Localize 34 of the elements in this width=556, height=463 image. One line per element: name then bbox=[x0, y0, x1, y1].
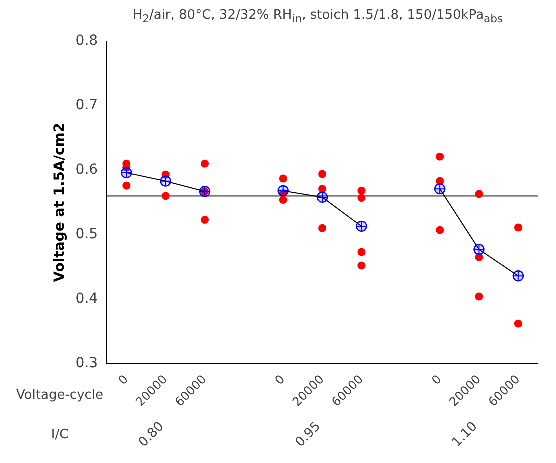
point bbox=[475, 292, 484, 301]
y-tick-label: 0.5 bbox=[76, 226, 98, 242]
y-tick-label: 0.3 bbox=[76, 355, 98, 372]
point bbox=[436, 226, 444, 234]
point bbox=[475, 253, 484, 262]
point bbox=[436, 177, 444, 186]
x-tick-label: 0 bbox=[116, 372, 131, 388]
y-tick-label: 0.7 bbox=[76, 98, 98, 114]
point bbox=[201, 160, 210, 168]
point bbox=[514, 224, 522, 232]
text: Voltage-cycle bbox=[16, 388, 104, 404]
point bbox=[318, 185, 327, 194]
point bbox=[436, 152, 444, 161]
point bbox=[358, 262, 366, 270]
y-tick-label: 0.4 bbox=[76, 290, 98, 307]
point bbox=[201, 216, 210, 224]
point bbox=[358, 187, 366, 196]
point bbox=[162, 192, 170, 200]
y-tick-label: 0.6 bbox=[76, 162, 98, 178]
chart-title: H$_{2}$/air, 80°C, 32/32% RH$_{in}$, stoich 1.5/1.8, 150/150kPa$_{abs}$ bbox=[132, 8, 504, 28]
point bbox=[122, 182, 131, 190]
point bbox=[279, 174, 288, 183]
y-axis-title: Voltage at 1.5A/cm2 bbox=[52, 122, 68, 282]
x-tick-label: 0 bbox=[429, 372, 444, 388]
point bbox=[318, 170, 327, 178]
point bbox=[514, 320, 522, 328]
point bbox=[475, 190, 484, 198]
text: I/C bbox=[51, 427, 69, 442]
point bbox=[358, 194, 366, 202]
point bbox=[358, 248, 366, 256]
x-tick-label: 0 bbox=[272, 372, 288, 388]
point bbox=[318, 224, 327, 232]
point bbox=[162, 170, 170, 179]
y-tick-label: 0.8 bbox=[76, 33, 98, 50]
